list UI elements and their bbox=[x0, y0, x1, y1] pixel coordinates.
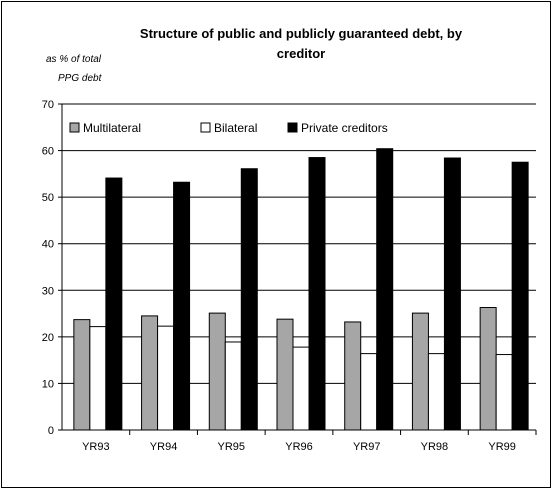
x-tick-label: YR98 bbox=[421, 441, 449, 453]
chart-title-line-2: creditor bbox=[277, 46, 325, 61]
bar-private-creditors bbox=[173, 181, 191, 431]
bar-bilateral bbox=[157, 325, 175, 431]
bar-private-creditors bbox=[443, 157, 461, 431]
bar-bilateral bbox=[224, 341, 242, 431]
x-tick-label: YR99 bbox=[488, 441, 516, 453]
bar-multilateral bbox=[141, 315, 159, 431]
x-axis-ticks: YR93 YR94 YR95 YR96 YR97 YR98 YR99 bbox=[82, 430, 537, 453]
bar-private-creditors bbox=[240, 168, 258, 431]
y-tick-label: 60 bbox=[42, 146, 54, 158]
legend-swatch bbox=[200, 122, 211, 133]
legend-label: Multilateral bbox=[83, 121, 141, 135]
y-unit-label-line-1: as % of total bbox=[46, 54, 102, 65]
y-tick-label: 0 bbox=[48, 425, 54, 437]
bar-multilateral bbox=[276, 318, 294, 431]
legend-background bbox=[64, 112, 464, 144]
x-tick-label: YR97 bbox=[353, 441, 381, 453]
x-tick-label: YR94 bbox=[150, 441, 178, 453]
y-tick-label: 20 bbox=[42, 332, 54, 344]
bars bbox=[73, 148, 529, 431]
bar-private-creditors bbox=[105, 177, 123, 431]
y-tick-label: 70 bbox=[42, 99, 54, 111]
y-tick-label: 50 bbox=[42, 192, 54, 204]
bar-bilateral bbox=[427, 353, 445, 431]
bar-bilateral bbox=[292, 346, 310, 431]
y-tick-label: 30 bbox=[42, 285, 54, 297]
bar-private-creditors bbox=[511, 161, 529, 431]
y-tick-label: 10 bbox=[42, 378, 54, 390]
legend-label: Bilateral bbox=[214, 121, 257, 135]
legend: Multilateral Bilateral Private creditors bbox=[69, 121, 388, 135]
bar-bilateral bbox=[89, 326, 107, 431]
x-tick-label: YR96 bbox=[285, 441, 313, 453]
bar-bilateral bbox=[360, 353, 378, 431]
legend-swatch bbox=[69, 122, 80, 133]
y-tick-label: 40 bbox=[42, 239, 54, 251]
bar-private-creditors bbox=[376, 148, 394, 431]
x-tick-label: YR95 bbox=[218, 441, 246, 453]
bar-multilateral bbox=[208, 312, 226, 431]
bar-multilateral bbox=[479, 307, 497, 431]
legend-swatch bbox=[287, 122, 298, 133]
bar-multilateral bbox=[344, 321, 362, 431]
chart-title-line-1: Structure of public and publicly guarant… bbox=[140, 26, 463, 41]
bar-multilateral bbox=[73, 319, 91, 431]
bar-multilateral bbox=[411, 312, 429, 431]
bar-bilateral bbox=[495, 354, 513, 431]
y-axis-ticks: 0 10 20 30 40 50 60 70 bbox=[42, 99, 62, 437]
y-unit-label-line-2: PPG debt bbox=[58, 73, 103, 84]
x-tick-label: YR93 bbox=[82, 441, 110, 453]
bar-private-creditors bbox=[308, 157, 326, 431]
legend-label: Private creditors bbox=[301, 121, 388, 135]
